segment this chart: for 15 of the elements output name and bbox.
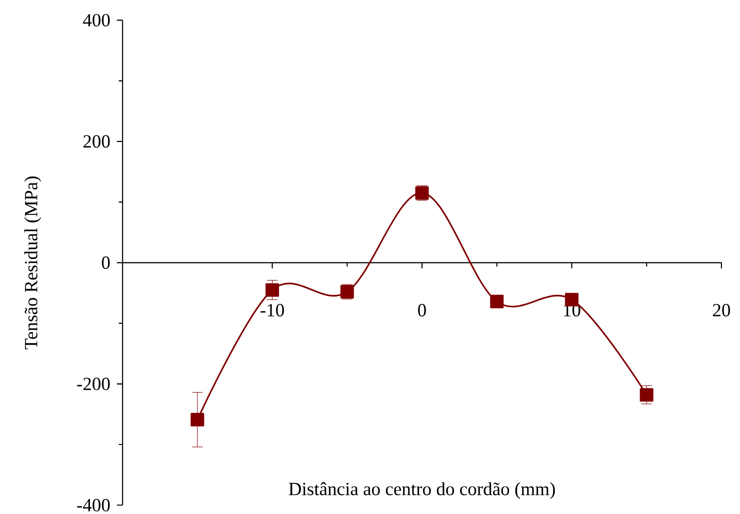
y-axis-title: Tensão Residual (MPa)	[24, 176, 42, 350]
y-tick-label: 200	[83, 135, 110, 148]
y-tick-label: 0	[102, 256, 110, 269]
point	[490, 294, 504, 308]
x-tick-label: 20	[712, 304, 730, 316]
x-tick-label: -10	[260, 304, 284, 316]
point	[266, 283, 280, 297]
y-tick-label: 400	[82, 14, 110, 26]
x-axis-title: Distância ao centro do cordão (mm)	[288, 482, 555, 499]
point	[564, 292, 578, 306]
y-tick-label: -400	[77, 498, 110, 512]
point	[190, 412, 204, 426]
x-tick-label: 0	[418, 304, 426, 316]
point	[640, 388, 654, 402]
y-tick-label: -200	[77, 378, 110, 390]
